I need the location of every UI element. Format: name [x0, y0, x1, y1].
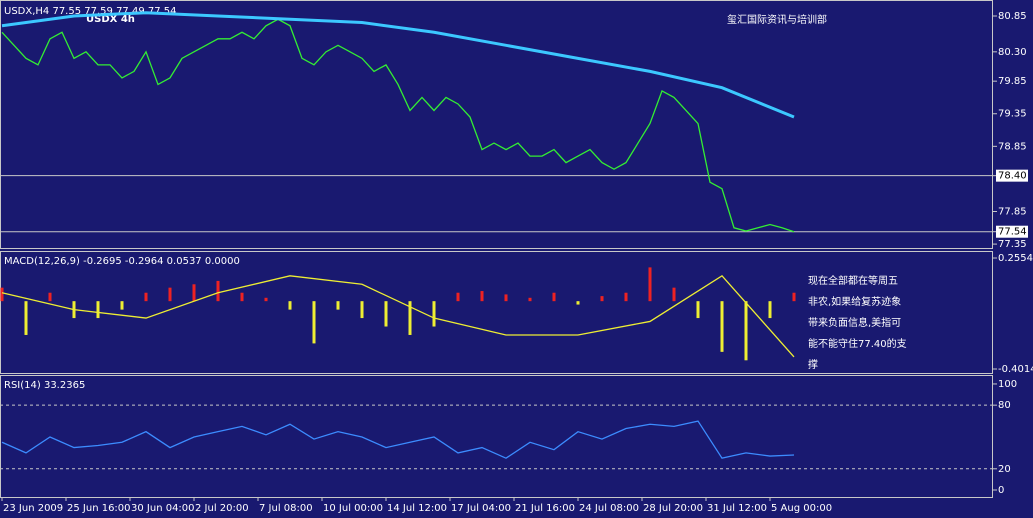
- x-tick-label: 30 Jun 04:00: [131, 503, 195, 514]
- price-line: [1, 18, 795, 233]
- y-tick-label: 80.30: [998, 47, 1027, 58]
- x-tick-label: 2 Jul 20:00: [195, 503, 249, 514]
- y-tick-label: 78.85: [998, 141, 1027, 152]
- x-tick-label: 17 Jul 04:00: [451, 503, 511, 514]
- x-tick-label: 23 Jun 2009: [3, 503, 63, 514]
- y-tick-label: 20: [998, 464, 1011, 475]
- rsi-title: RSI(14) 33.2365: [4, 380, 85, 391]
- x-tick-label: 24 Jul 08:00: [579, 503, 639, 514]
- y-tick-label: 77.54: [998, 227, 1027, 238]
- y-tick-label: -0.4014: [998, 364, 1033, 375]
- price-label-box: [996, 225, 1028, 238]
- y-tick-label: 80: [998, 400, 1011, 411]
- x-tick-label: 14 Jul 12:00: [387, 503, 447, 514]
- watermark: 玺汇国际资讯与培训部: [727, 13, 827, 26]
- annotation-line: 现在全部都在等周五: [808, 274, 898, 287]
- indicator-line: [1, 274, 795, 358]
- x-tick-label: 5 Aug 00:00: [771, 503, 832, 514]
- x-tick-label: 21 Jul 16:00: [515, 503, 575, 514]
- frames: [0, 0, 993, 498]
- x-tick-label: 28 Jul 20:00: [643, 503, 703, 514]
- price-label-box: [996, 169, 1028, 182]
- y-tick-label: 100: [998, 379, 1017, 390]
- annotation-line: 能不能守住77.40的支: [808, 337, 907, 350]
- indicator-line: [1, 420, 795, 459]
- annotation-line: 非农,如果给复苏迹象: [808, 295, 901, 308]
- y-tick-label: 0.2554: [998, 253, 1033, 264]
- x-tick-label: 10 Jul 00:00: [323, 503, 383, 514]
- rsi-frame: [0, 375, 993, 498]
- x-tick-label: 25 Jun 16:00: [67, 503, 131, 514]
- y-tick-label: 79.85: [998, 76, 1027, 87]
- chart-title: USDX 4h: [86, 14, 135, 25]
- x-tick-label: 31 Jul 12:00: [707, 503, 767, 514]
- y-tick-label: 78.40: [998, 171, 1027, 182]
- macd-frame: [0, 251, 993, 374]
- annotation-line: 撑: [808, 358, 818, 371]
- main-frame: [0, 0, 993, 249]
- indicator-line: [1, 11, 795, 119]
- y-tick-label: 0: [998, 485, 1004, 496]
- annotation-line: 带来负面信息,美指可: [808, 316, 901, 329]
- y-tick-label: 80.85: [998, 11, 1027, 22]
- symbol-info: USDX,H4 77.55 77.59 77.49 77.54: [4, 6, 177, 17]
- y-tick-label: 77.35: [998, 239, 1027, 250]
- macd-title: MACD(12,26,9) -0.2695 -0.2964 0.0537 0.0…: [4, 256, 240, 267]
- y-tick-label: 77.85: [998, 207, 1027, 218]
- y-tick-label: 79.35: [998, 109, 1027, 120]
- x-tick-label: 7 Jul 08:00: [259, 503, 313, 514]
